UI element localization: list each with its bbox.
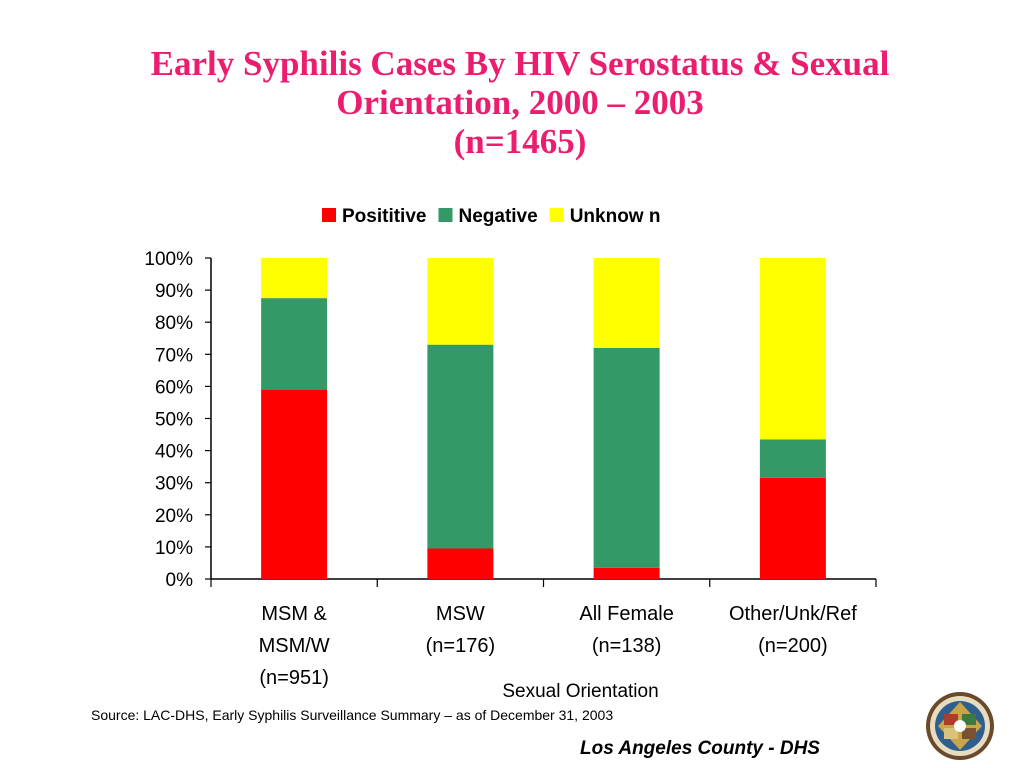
bar-segment xyxy=(427,548,494,579)
bar-segment xyxy=(759,439,826,478)
title-line-3: (n=1465) xyxy=(453,122,587,161)
y-tick-label: 50% xyxy=(155,410,193,431)
x-axis-title: Sexual Orientation xyxy=(502,681,658,702)
y-tick-label: 10% xyxy=(155,538,193,559)
y-tick-label: 90% xyxy=(155,281,193,302)
x-category-label: (n=138) xyxy=(592,635,662,657)
legend-label: Negative xyxy=(458,206,537,227)
legend-swatch xyxy=(322,208,336,222)
bar-segment xyxy=(261,389,328,579)
title-line-2: Orientation, 2000 – 2003 xyxy=(336,83,704,122)
bar-segment xyxy=(759,477,826,579)
bar-segment xyxy=(593,347,660,568)
bar-segment xyxy=(759,258,826,440)
x-category-label: MSM & xyxy=(261,603,327,625)
y-tick-label: 0% xyxy=(166,570,194,591)
x-category-label: MSW xyxy=(436,603,485,625)
y-tick-label: 60% xyxy=(155,377,193,398)
y-tick-label: 80% xyxy=(155,313,193,334)
source-note: Source: LAC-DHS, Early Syphilis Surveill… xyxy=(91,707,614,723)
bar-segment xyxy=(427,344,494,549)
x-category-label: Other/Unk/Ref xyxy=(729,603,857,625)
y-tick-label: 100% xyxy=(144,249,193,270)
y-tick-label: 40% xyxy=(155,442,193,463)
bar-segment xyxy=(593,258,660,348)
title-line-1: Early Syphilis Cases By HIV Serostatus &… xyxy=(150,44,890,83)
slide-title: Early Syphilis Cases By HIV Serostatus &… xyxy=(40,44,1000,161)
x-category-label: MSM/W xyxy=(259,635,330,657)
bar-segment xyxy=(593,567,660,579)
bar-segment xyxy=(261,298,328,390)
legend-label: Posititive xyxy=(342,206,426,227)
x-category-label: (n=176) xyxy=(426,635,496,657)
legend-swatch xyxy=(549,208,564,222)
y-tick-label: 70% xyxy=(155,345,193,366)
x-category-label: (n=200) xyxy=(758,635,828,657)
county-seal-icon xyxy=(926,692,994,760)
y-tick-label: 20% xyxy=(155,506,193,527)
x-category-label: All Female xyxy=(579,603,673,625)
legend-label: Unknow n xyxy=(570,206,661,227)
legend-swatch xyxy=(438,208,453,222)
bar-segment xyxy=(427,258,494,345)
y-tick-label: 30% xyxy=(155,474,193,495)
x-category-label: (n=951) xyxy=(259,667,329,689)
bar-segment xyxy=(261,258,328,299)
footer-org: Los Angeles County - DHS xyxy=(580,738,820,759)
